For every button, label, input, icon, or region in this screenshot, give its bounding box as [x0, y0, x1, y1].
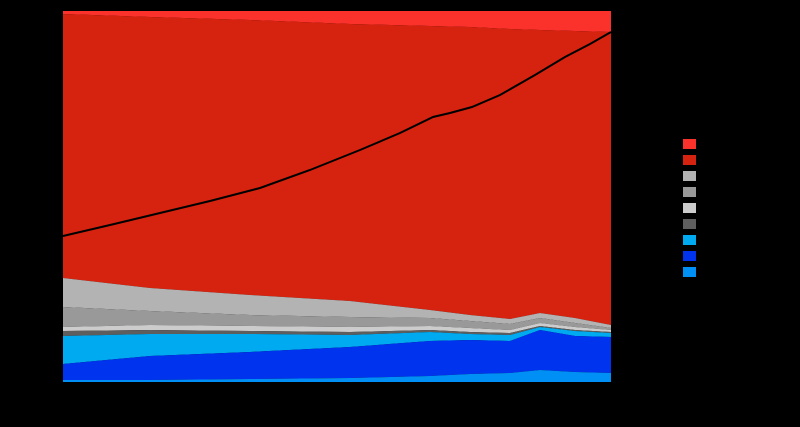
legend-swatch-9	[683, 267, 696, 277]
legend-swatch-7	[683, 235, 696, 245]
legend-swatch-1	[683, 139, 696, 149]
area-layer-3-light-gray	[63, 278, 611, 328]
legend-swatch-4	[683, 187, 696, 197]
legend-swatch-8	[683, 251, 696, 261]
area-layer-1-bright-red	[63, 11, 611, 32]
area-layer-9-azure	[63, 370, 611, 382]
area-layer-7-cyan-blue	[63, 327, 611, 364]
legend-swatch-2	[683, 155, 696, 165]
legend-swatch-6	[683, 219, 696, 229]
area-layer-6-dark-gray	[63, 326, 611, 336]
area-layer-2-dark-red	[63, 14, 611, 325]
overlay-line	[62, 31, 612, 237]
legend-swatch-3	[683, 171, 696, 181]
legend-swatch-5	[683, 203, 696, 213]
area-layer-4-medium-gray	[63, 307, 611, 330]
area-layer-8-blue	[63, 330, 611, 380]
